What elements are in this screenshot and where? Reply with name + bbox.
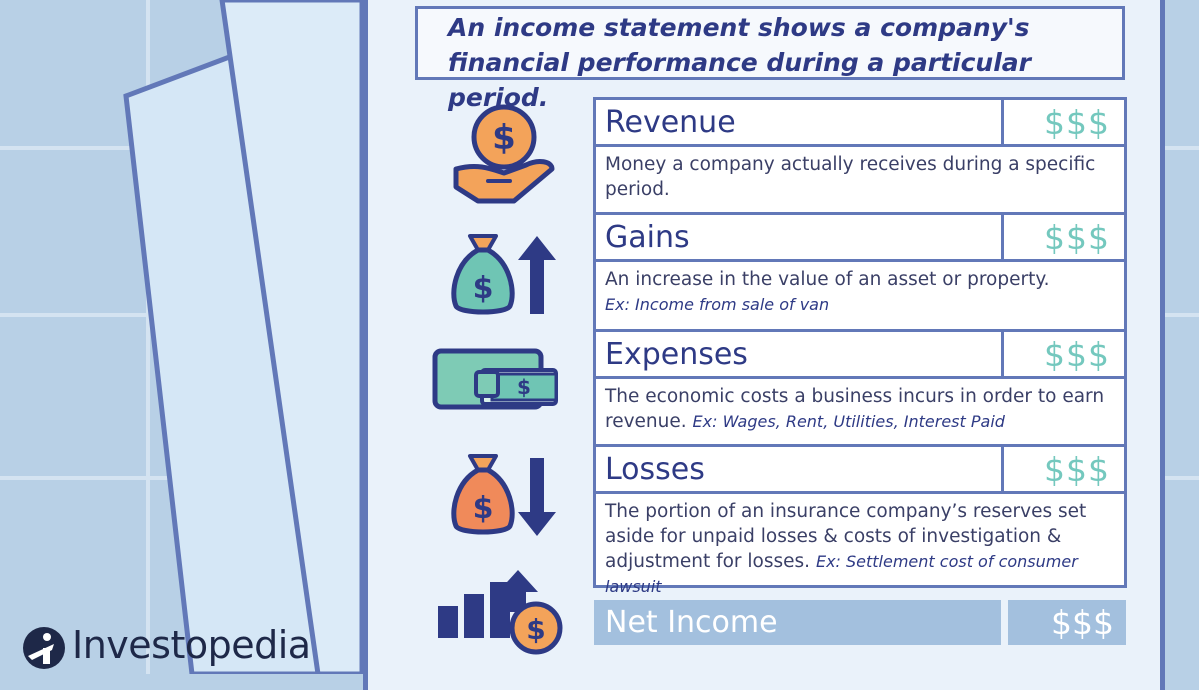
expenses-card: Expenses $$$ The economic costs a busine… — [593, 329, 1127, 448]
investopedia-logo[interactable]: Investopedia — [22, 623, 322, 670]
expenses-description-text: The economic costs a business incurs in … — [605, 386, 1105, 432]
gains-example: Ex: Income from sale of van — [605, 295, 830, 314]
gains-title: Gains — [605, 220, 690, 255]
brand-name: Investopedia — [72, 623, 311, 667]
gains-description: An increase in the value of an asset or … — [605, 267, 1113, 317]
net-income-amount: $$$ — [1051, 603, 1114, 642]
expenses-title: Expenses — [605, 337, 748, 372]
losses-title: Losses — [605, 452, 705, 487]
losses-amount: $$$ — [1044, 450, 1110, 489]
hand-coin-icon: $ — [453, 104, 555, 204]
revenue-amount: $$$ — [1044, 103, 1110, 142]
net-income-title: Net Income — [605, 605, 778, 640]
net-income-row: Net Income — [594, 600, 1001, 645]
money-bag-down-icon: $ — [451, 454, 556, 536]
header-text: An income statement shows a company's fi… — [448, 13, 1031, 112]
expenses-header: Expenses $$$ — [596, 332, 1124, 379]
expenses-description: The economic costs a business incurs in … — [605, 384, 1113, 434]
losses-description: The portion of an insurance company’s re… — [605, 499, 1113, 599]
divider — [1001, 215, 1004, 259]
svg-text:$: $ — [473, 491, 494, 526]
expenses-amount: $$$ — [1044, 335, 1110, 374]
divider — [1001, 332, 1004, 376]
wallet-icon: $ — [432, 348, 558, 410]
losses-header: Losses $$$ — [596, 447, 1124, 494]
money-bag-up-icon: $ — [451, 234, 556, 315]
losses-example: Ex: Settlement cost of consumer lawsuit — [605, 552, 1078, 596]
losses-description-text: The portion of an insurance company’s re… — [605, 501, 1087, 572]
header-box: An income statement shows a company's fi… — [415, 6, 1125, 112]
svg-text:$: $ — [526, 613, 545, 646]
revenue-description-text: Money a company actually receives during… — [605, 154, 1096, 200]
svg-text:$: $ — [492, 118, 516, 158]
investopedia-logo-icon — [23, 627, 65, 669]
growth-chart-coin-icon: $ — [438, 570, 563, 655]
losses-card: Losses $$$ The portion of an insurance c… — [593, 444, 1127, 596]
divider — [1001, 100, 1004, 144]
gains-amount: $$$ — [1044, 218, 1110, 257]
gains-description-text: An increase in the value of an asset or … — [605, 269, 1050, 290]
divider — [1001, 447, 1004, 491]
svg-text:$: $ — [473, 271, 494, 306]
expenses-example: Ex: Wages, Rent, Utilities, Interest Pai… — [692, 412, 1005, 431]
revenue-header: Revenue $$$ — [596, 100, 1124, 147]
revenue-card: Revenue $$$ Money a company actually rec… — [593, 97, 1127, 215]
net-income-amount-box: $$$ — [1008, 600, 1126, 645]
revenue-description: Money a company actually receives during… — [605, 152, 1113, 202]
gains-card: Gains $$$ An increase in the value of an… — [593, 212, 1127, 332]
gains-header: Gains $$$ — [596, 215, 1124, 262]
revenue-title: Revenue — [605, 105, 736, 140]
svg-text:$: $ — [517, 375, 531, 399]
